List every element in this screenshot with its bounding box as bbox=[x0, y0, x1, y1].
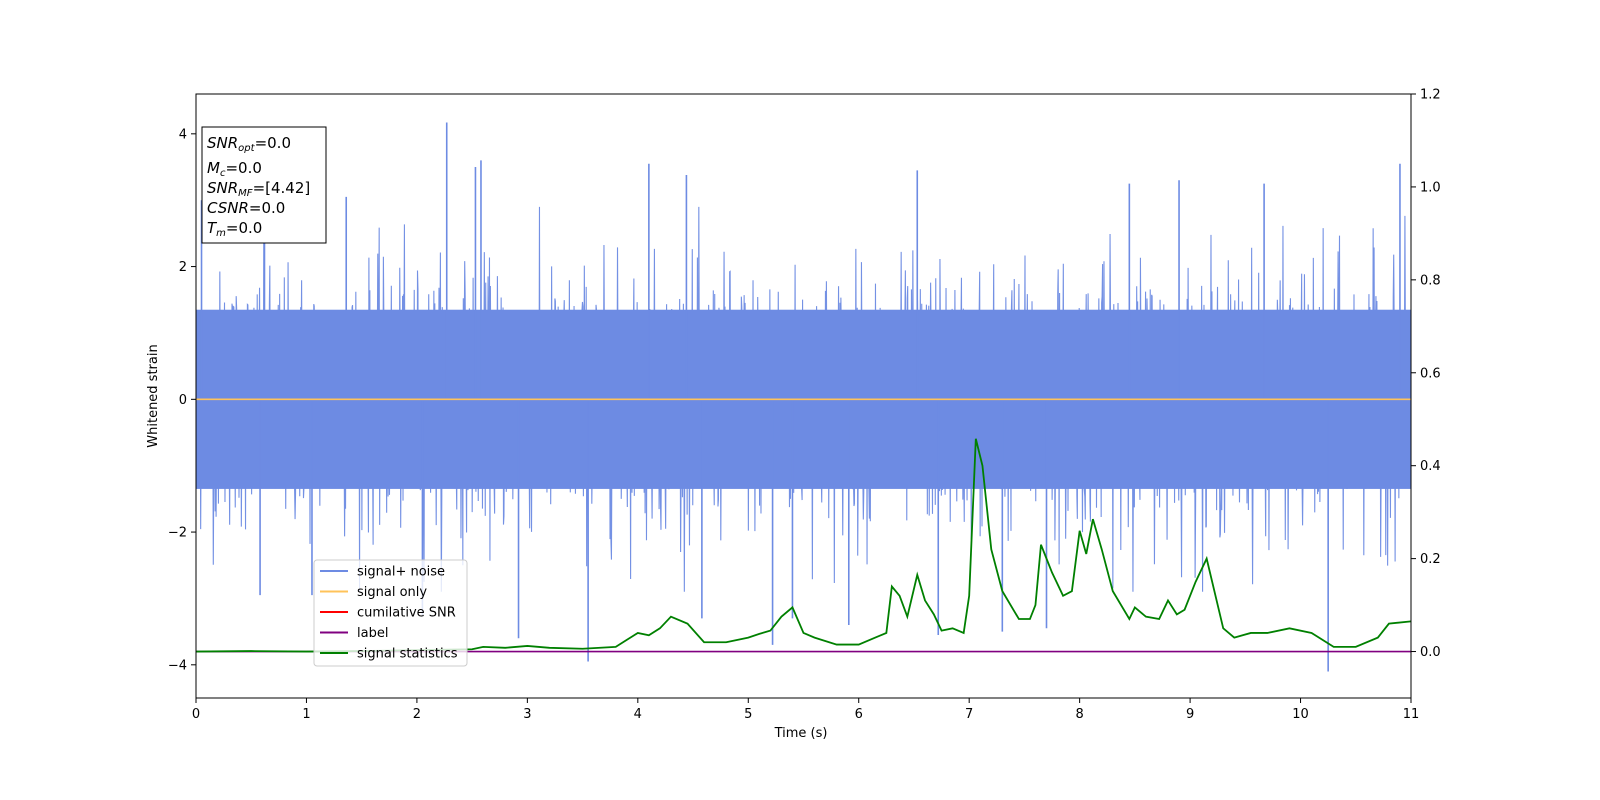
info-snr-opt: SNRopt=0.0 bbox=[207, 134, 291, 154]
info-box-frame bbox=[201, 126, 327, 244]
y2-tick-label: 0.0 bbox=[1420, 645, 1441, 660]
y-tick-label: 4 bbox=[179, 127, 187, 142]
legend-label: cumilative SNR bbox=[357, 606, 456, 621]
legend-label: signal only bbox=[357, 585, 427, 600]
x-tick-label: 7 bbox=[965, 707, 973, 722]
y2-tick-label: 1.2 bbox=[1420, 88, 1441, 103]
x-tick-label: 0 bbox=[192, 707, 200, 722]
legend-label: label bbox=[357, 626, 388, 641]
info-csnr: CSNR=0.0 bbox=[207, 199, 285, 217]
plot-area-frame bbox=[195, 93, 1412, 699]
legend: signal+ noise signal only cumilative SNR la… bbox=[313, 559, 468, 667]
y-axis-ticks: −4 −2 0 2 4 bbox=[168, 127, 196, 673]
y-tick-label: −2 bbox=[168, 526, 187, 541]
info-tm: Tm=0.0 bbox=[207, 219, 262, 239]
x-tick-label: 8 bbox=[1075, 707, 1083, 722]
y-tick-label: 2 bbox=[179, 260, 187, 275]
legend-frame bbox=[313, 559, 468, 667]
x-axis-label: Time (s) bbox=[774, 726, 828, 741]
info-snr-mf: SNRMF=[4.42] bbox=[207, 179, 310, 199]
x-tick-label: 11 bbox=[1403, 707, 1420, 722]
y2-axis-ticks: 0.0 0.2 0.4 0.6 0.8 1.0 1.2 bbox=[1411, 88, 1441, 660]
x-tick-label: 10 bbox=[1292, 707, 1309, 722]
legend-label: signal statistics bbox=[357, 647, 458, 662]
x-tick-label: 9 bbox=[1186, 707, 1194, 722]
x-tick-label: 6 bbox=[855, 707, 863, 722]
y2-tick-label: 0.4 bbox=[1420, 459, 1441, 474]
signal-statistics-line bbox=[196, 438, 1411, 653]
x-tick-label: 1 bbox=[302, 707, 310, 722]
info-mc: Mc=0.0 bbox=[207, 159, 262, 179]
y2-tick-label: 0.6 bbox=[1420, 366, 1441, 381]
info-box: SNRopt=0.0 Mc=0.0 SNRMF=[4.42] CSNR=0.0 … bbox=[201, 126, 327, 244]
x-tick-label: 3 bbox=[523, 707, 531, 722]
y2-tick-label: 0.2 bbox=[1420, 552, 1441, 567]
y-axis-label: Whitened strain bbox=[146, 344, 161, 447]
x-tick-label: 2 bbox=[413, 707, 421, 722]
legend-label: signal+ noise bbox=[357, 565, 445, 580]
y2-tick-label: 1.0 bbox=[1420, 180, 1441, 195]
y-tick-label: 0 bbox=[179, 393, 187, 408]
x-tick-label: 5 bbox=[744, 707, 752, 722]
x-tick-label: 4 bbox=[634, 707, 642, 722]
x-axis-ticks: 0 1 2 3 4 5 6 7 8 9 10 11 bbox=[192, 698, 1419, 722]
y-tick-label: −4 bbox=[168, 658, 187, 673]
y2-tick-label: 0.8 bbox=[1420, 273, 1441, 288]
